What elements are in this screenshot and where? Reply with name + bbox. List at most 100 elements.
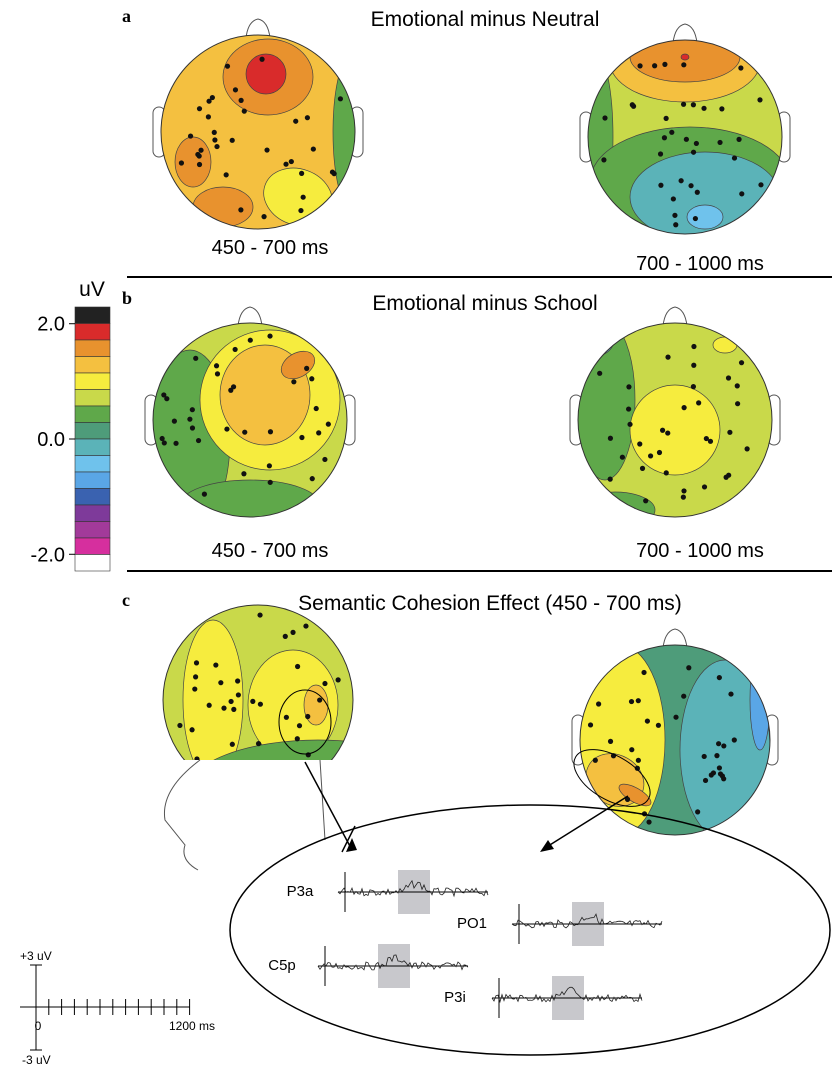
contour (245, 53, 287, 95)
electrode (283, 714, 289, 720)
channel-label: C5p (268, 957, 296, 974)
electrode (597, 370, 603, 376)
colorbar-swatch (74, 455, 111, 473)
colorbar-swatch (74, 537, 111, 555)
electrode (602, 115, 608, 121)
electrode (193, 674, 199, 680)
electrode (655, 722, 662, 728)
roi (573, 749, 651, 807)
electrode (283, 161, 289, 167)
electrode (601, 157, 607, 163)
electrode (303, 623, 309, 629)
electrode (228, 698, 234, 705)
electrode (288, 158, 294, 165)
colorbar-swatch (74, 471, 111, 489)
contour (332, 51, 355, 213)
electrode (255, 741, 262, 747)
electrode (723, 474, 729, 480)
scale-label: -3 uV (22, 1053, 51, 1067)
electrode (211, 129, 217, 136)
colorbar-swatch (74, 405, 111, 423)
topomap (161, 35, 355, 229)
electrode (309, 476, 315, 482)
colorbar-swatch (74, 488, 111, 506)
electrode (299, 434, 305, 441)
map-label: 450 - 700 ms (212, 237, 329, 259)
electrode (701, 105, 707, 111)
electrode (681, 488, 687, 494)
colorbar-tick-label: 0.0 (37, 429, 65, 451)
electrode (231, 706, 237, 712)
nose (662, 628, 688, 649)
electrode (316, 430, 322, 436)
electrode (196, 106, 203, 112)
electrode (187, 416, 193, 422)
electrode (266, 463, 272, 469)
face-outline (163, 759, 326, 871)
electrode (681, 693, 687, 699)
arrow (341, 825, 356, 853)
electrode (335, 677, 341, 683)
panel-title: Emotional minus School (372, 292, 597, 315)
topomap-outline (587, 39, 783, 235)
map-label: 700 - 1000 ms (636, 253, 764, 275)
scale-label: 0 (35, 1019, 42, 1033)
electrode (607, 738, 614, 744)
electrode (738, 360, 745, 366)
scale-label: +3 uV (20, 949, 52, 963)
electrode (159, 435, 165, 442)
waveform (491, 986, 643, 1004)
electrode (701, 484, 708, 490)
electrode (282, 633, 288, 639)
electrode (298, 207, 304, 214)
topomap-outline (579, 644, 771, 836)
scale-label: 1200 ms (169, 1019, 215, 1033)
contour (192, 186, 254, 228)
electrode (680, 101, 687, 107)
electrode (634, 765, 640, 771)
topomap-outline (577, 322, 773, 518)
electrode (607, 476, 613, 482)
electrode (735, 401, 741, 407)
electrode (267, 429, 274, 435)
colorbar-swatch (74, 372, 111, 390)
contour (618, 783, 652, 807)
waveform (337, 879, 489, 898)
electrode (232, 346, 238, 353)
electrode (209, 94, 215, 101)
electrode (686, 665, 692, 671)
electrode (701, 753, 707, 760)
electrode (305, 713, 311, 720)
colorbar-tick-label: -2.0 (31, 544, 65, 566)
electrode (710, 770, 717, 776)
panel-title: Semantic Cohesion Effect (450 - 700 ms) (298, 592, 682, 615)
electrode (719, 106, 725, 112)
electrode (691, 362, 697, 368)
electrode (670, 196, 676, 202)
contour (303, 684, 329, 726)
electrode (683, 136, 689, 142)
electrode (727, 429, 733, 435)
electrode (164, 396, 170, 402)
nose (672, 23, 698, 44)
electrode (721, 743, 727, 749)
colorbar-unit: uV (79, 278, 105, 301)
arrow (544, 795, 629, 849)
panel-label: b (122, 288, 132, 308)
electrode (212, 137, 218, 143)
electrode (692, 215, 698, 222)
electrode (189, 727, 195, 733)
electrode (196, 153, 202, 159)
electrode (696, 400, 702, 406)
electrode (242, 429, 248, 435)
arrowhead (346, 838, 357, 852)
electrode (322, 680, 328, 687)
colorbar-swatch (74, 323, 111, 341)
nose (245, 18, 271, 39)
arrow (304, 761, 353, 851)
map-label: 700 - 1000 ms (636, 540, 764, 562)
electrode (725, 375, 732, 381)
electrode (213, 363, 220, 369)
electrode (694, 189, 700, 195)
